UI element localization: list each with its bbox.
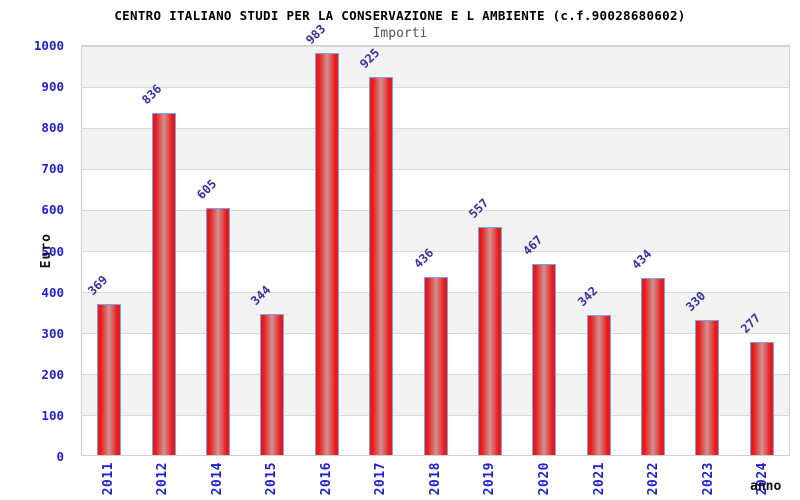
- x-tick-label: 2021: [591, 462, 607, 496]
- x-tick-label: 2012: [155, 462, 171, 496]
- y-tick-label: 700: [41, 161, 64, 177]
- bar-slot: 557: [463, 46, 517, 455]
- y-axis-title: Euro: [38, 45, 54, 456]
- bar-slot: 344: [245, 46, 299, 455]
- x-tick-slot: 2015: [245, 462, 300, 500]
- x-tick-label: 2017: [373, 462, 389, 496]
- bar-slot: 605: [191, 46, 245, 455]
- bar-2019: [477, 227, 502, 455]
- x-tick-label: 2020: [537, 462, 553, 496]
- bar-value-label: 925: [357, 45, 383, 71]
- bar-value-label: 330: [683, 288, 709, 315]
- bar-2024: [749, 341, 774, 455]
- bar-value-label: 344: [248, 283, 274, 309]
- x-tick-slot: 2017: [354, 462, 409, 500]
- bar-2020: [532, 264, 557, 455]
- y-tick-label: 600: [41, 202, 64, 218]
- chart-title: CENTRO ITALIANO STUDI PER LA CONSERVAZIO…: [114, 8, 686, 23]
- plot-area: 369 836 605 344 983 925 436 557 467 342 434 330 277: [81, 22, 790, 456]
- y-tick-label: 400: [41, 284, 64, 300]
- x-tick-slot: 2021: [572, 462, 627, 500]
- x-tick-label: 2023: [700, 462, 716, 496]
- chart-subtitle: Importi: [372, 26, 428, 41]
- x-tick-label: 2019: [482, 462, 498, 496]
- x-tick-slot: 2020: [517, 462, 572, 500]
- y-tick-label: 500: [41, 243, 64, 259]
- x-tick-label: 2015: [264, 462, 280, 496]
- bar-value-label: 605: [193, 176, 220, 202]
- y-tick-label: 0: [56, 449, 64, 464]
- x-tick-label: 2014: [209, 462, 225, 496]
- bar-2018: [423, 276, 448, 455]
- bar-slot: 836: [136, 46, 190, 455]
- bar-2012: [151, 113, 176, 455]
- y-tick-label: 200: [41, 366, 64, 382]
- bar-2022: [641, 277, 666, 455]
- x-axis-title: anno: [750, 479, 782, 494]
- bar-slot: 925: [354, 45, 408, 455]
- bar-2011: [97, 304, 122, 455]
- bar-value-label: 369: [85, 272, 111, 299]
- y-tick-label: 800: [41, 120, 64, 136]
- bar-slot: 434: [626, 46, 680, 455]
- bar-slot: 467: [517, 46, 571, 455]
- x-tick-slot: 2019: [463, 462, 518, 500]
- bar-slot: 369: [82, 46, 136, 455]
- bar-value-label: 467: [520, 232, 546, 258]
- bar-2021: [586, 315, 611, 455]
- y-axis-ticks: 0 100 200 300 400 500 600 700 800 900 1000: [0, 38, 73, 464]
- x-tick-slot: 2011: [81, 462, 136, 500]
- x-tick-label: 2011: [100, 462, 116, 496]
- x-tick-slot: 2018: [408, 462, 463, 500]
- bar-slot: 436: [408, 46, 462, 455]
- y-tick-label: 1000: [33, 38, 64, 53]
- bar-value-label: 557: [465, 195, 492, 222]
- x-tick-slot: 2016: [299, 462, 354, 500]
- x-tick-slot: 2012: [136, 462, 191, 500]
- bars-layer: 369 836 605 344 983 925 436 557 467 342 434 330 277: [82, 22, 789, 455]
- bar-2023: [695, 320, 720, 455]
- bar-2015: [260, 314, 285, 455]
- bar-2016: [314, 52, 339, 455]
- bar-value-label: 436: [411, 245, 437, 271]
- bar-value-label: 342: [574, 283, 600, 310]
- y-tick-label: 900: [41, 79, 64, 95]
- x-tick-label: 2022: [646, 462, 662, 496]
- y-tick-label: 300: [41, 325, 64, 341]
- bar-2017: [369, 76, 394, 455]
- y-axis-title-label: Euro: [38, 232, 54, 269]
- bar-slot: 342: [572, 46, 626, 455]
- bar-2014: [205, 207, 230, 455]
- x-tick-slot: 2022: [626, 462, 681, 500]
- x-tick-slot: 2014: [190, 462, 245, 500]
- bar-slot: 277: [735, 46, 789, 455]
- bar-slot: 983: [300, 22, 354, 455]
- bar-value-label: 836: [139, 81, 165, 108]
- x-axis-labels: 2011 2012 2014 2015 2016 2017 2018 2019 2020 2021…: [81, 462, 790, 500]
- x-tick-label: 2018: [427, 462, 443, 496]
- bar-slot: 330: [680, 46, 734, 455]
- y-tick-label: 100: [41, 407, 64, 423]
- x-tick-slot: 2023: [681, 462, 736, 500]
- bar-value-label: 277: [737, 310, 764, 336]
- bar-value-label: 434: [629, 246, 655, 272]
- x-tick-label: 2016: [318, 462, 334, 496]
